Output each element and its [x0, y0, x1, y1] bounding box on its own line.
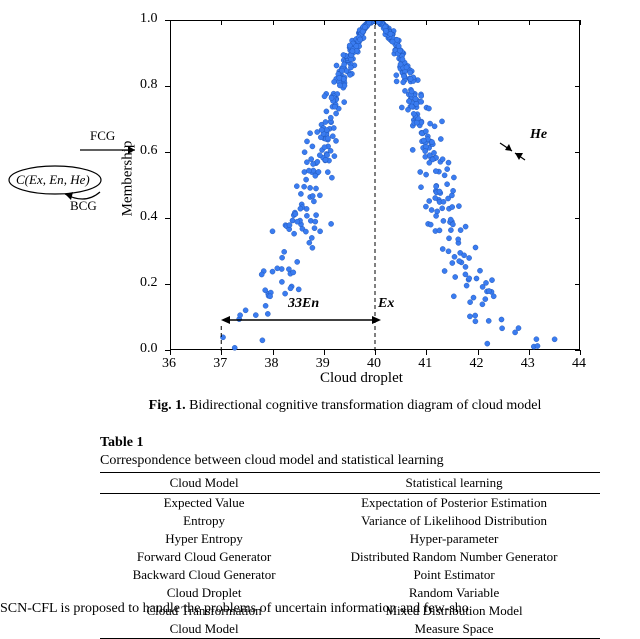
y-tick-label: 0.2	[140, 275, 158, 291]
x-tick-label: 36	[162, 356, 176, 372]
table-cell: Expected Value	[100, 494, 308, 513]
x-tick	[273, 350, 274, 355]
x-tick	[478, 350, 479, 355]
table-cell: Hyper Entropy	[100, 530, 308, 548]
x-tick	[580, 350, 581, 355]
y-tick	[165, 284, 170, 285]
y-tick	[165, 86, 170, 87]
y-tick-label: 1.0	[140, 11, 158, 27]
y-tick	[165, 350, 170, 351]
y-tick-label: 0.8	[140, 77, 158, 93]
x-tick	[221, 350, 222, 355]
figure-caption: Fig. 1. Bidirectional cognitive transfor…	[110, 398, 580, 414]
bcg-label: BCG	[70, 198, 97, 214]
x-tick	[170, 350, 171, 355]
table-row: Backward Cloud GeneratorPoint Estimator	[100, 566, 600, 584]
y-tick	[165, 152, 170, 153]
table-title: Table 1	[100, 435, 600, 451]
y-tick	[165, 20, 170, 21]
table-caption: Correspondence between cloud model and s…	[100, 453, 600, 469]
table-cell: Entropy	[100, 512, 308, 530]
y-tick-label: 0.0	[140, 341, 158, 357]
en-annotation-arrow	[219, 310, 384, 330]
en-label: 33En	[288, 296, 319, 312]
table-row: Cloud DropletRandom Variable	[100, 584, 600, 602]
x-axis-label: Cloud droplet	[320, 370, 403, 387]
table-header: Cloud Model	[100, 473, 308, 494]
y-tick-label: 0.6	[140, 143, 158, 159]
table-cell: Cloud Droplet	[100, 584, 308, 602]
table-cell: Variance of Likelihood Distribution	[308, 512, 600, 530]
x-tick-label: 38	[265, 356, 279, 372]
ex-label: Ex	[378, 296, 394, 312]
table-row: EntropyVariance of Likelihood Distributi…	[100, 512, 600, 530]
scatter-plot	[170, 21, 580, 351]
table-row: Hyper EntropyHyper-parameter	[100, 530, 600, 548]
x-tick-label: 42	[470, 356, 484, 372]
table-cell: Random Variable	[308, 584, 600, 602]
x-tick	[375, 350, 376, 355]
table-cell: Distributed Random Number Generator	[308, 548, 600, 566]
table-row: Forward Cloud GeneratorDistributed Rando…	[100, 548, 600, 566]
y-tick-label: 0.4	[140, 209, 158, 225]
x-tick-label: 43	[521, 356, 535, 372]
x-tick-label: 41	[418, 356, 432, 372]
table-cell: Forward Cloud Generator	[100, 548, 308, 566]
x-tick	[324, 350, 325, 355]
table-cell: Cloud Model	[100, 620, 308, 639]
table-cell: Expectation of Posterior Estimation	[308, 494, 600, 513]
table-cell: Point Estimator	[308, 566, 600, 584]
x-tick	[426, 350, 427, 355]
x-tick-label: 44	[572, 356, 586, 372]
x-tick	[529, 350, 530, 355]
y-tick	[165, 218, 170, 219]
plot-area	[170, 20, 580, 350]
table-row: Expected ValueExpectation of Posterior E…	[100, 494, 600, 513]
x-tick-label: 37	[213, 356, 227, 372]
y-axis-label: Membership	[119, 141, 136, 217]
table-cell: Measure Space	[308, 620, 600, 639]
table-row: Cloud ModelMeasure Space	[100, 620, 600, 639]
cloud-chart: 363738394041424344 0.00.20.40.60.81.0 Cl…	[110, 10, 610, 390]
table-header: Statistical learning	[308, 473, 600, 494]
ellipse-label: C(Ex, En, He)	[16, 172, 90, 188]
he-label: He	[530, 127, 547, 143]
truncated-text: SCN-CFL is proposed to handle the proble…	[0, 601, 640, 617]
table-cell: Backward Cloud Generator	[100, 566, 308, 584]
table-cell: Hyper-parameter	[308, 530, 600, 548]
